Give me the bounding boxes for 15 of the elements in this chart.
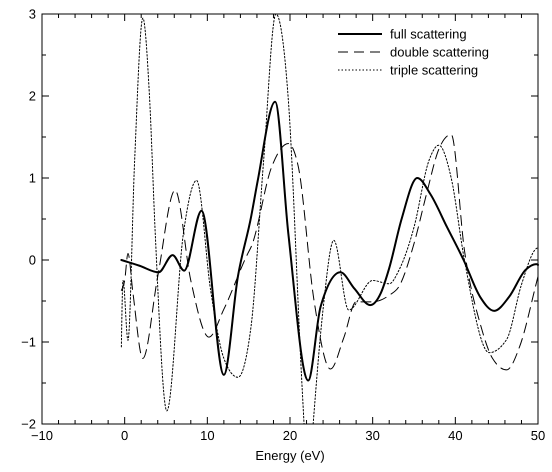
x-tick-label: 10 (200, 428, 215, 443)
x-axis-title: Energy (eV) (255, 448, 325, 463)
y-tick-label: 1 (28, 170, 36, 186)
y-tick-label: −1 (21, 334, 36, 350)
x-tick-label: 20 (282, 428, 298, 443)
y-tick-label: 0 (28, 252, 36, 268)
x-tick-label: 50 (530, 428, 546, 443)
y-tick-label: 3 (28, 6, 36, 22)
x-tick-label: 30 (365, 428, 380, 443)
legend-label: full scattering (390, 26, 467, 42)
x-tick-label: 0 (121, 428, 128, 443)
y-tick-label: 2 (28, 88, 36, 104)
legend-label: triple scattering (390, 62, 478, 78)
legend-label: double scattering (390, 44, 490, 60)
x-tick-label: 40 (448, 428, 463, 443)
